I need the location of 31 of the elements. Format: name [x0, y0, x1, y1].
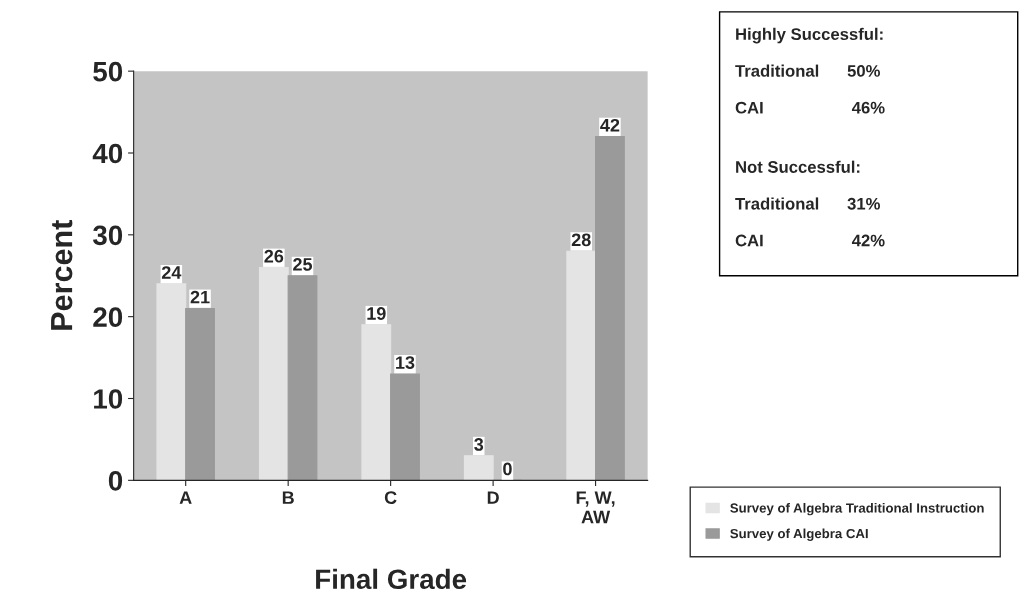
y-tick-label: 10 [94, 389, 123, 409]
data-label: 25 [293, 258, 313, 271]
data-label: 28 [571, 233, 591, 247]
legend-label: Survey of Algebra Traditional Instruction [730, 503, 984, 516]
x-tick-label: F, W, AW [576, 491, 615, 524]
data-label: 21 [190, 290, 210, 304]
y-tick-label: 40 [92, 143, 123, 164]
data-label: 13 [396, 356, 415, 370]
data-label: 42 [600, 118, 620, 132]
y-tick-label: 20 [93, 307, 123, 327]
data-label: 0 [503, 462, 512, 476]
text: Traditional 31% [735, 197, 880, 210]
x-tick-label: C [384, 491, 397, 505]
text: Not Successful: [736, 160, 860, 173]
data-label: 26 [264, 249, 284, 263]
text: CAI 46% [735, 101, 885, 114]
data-label: 3 [474, 438, 484, 451]
text: Traditional 50% [735, 64, 880, 77]
text: Highly Successful: [736, 27, 883, 44]
x-tick-label: B [282, 491, 294, 504]
y-tick-label: 0 [108, 471, 123, 491]
x-tick-label: D [487, 491, 499, 504]
y-axis-title: Percent [51, 220, 73, 330]
y-tick-label: 50 [93, 61, 123, 82]
text: CAI 42% [735, 234, 885, 247]
x-tick-label: A [179, 491, 192, 504]
data-label: 19 [367, 307, 386, 320]
data-label: 24 [161, 266, 182, 279]
legend-label: Survey of Algebra CAI [730, 528, 868, 541]
y-tick-label: 30 [92, 225, 123, 246]
x-axis-title: Final Grade [316, 568, 467, 590]
